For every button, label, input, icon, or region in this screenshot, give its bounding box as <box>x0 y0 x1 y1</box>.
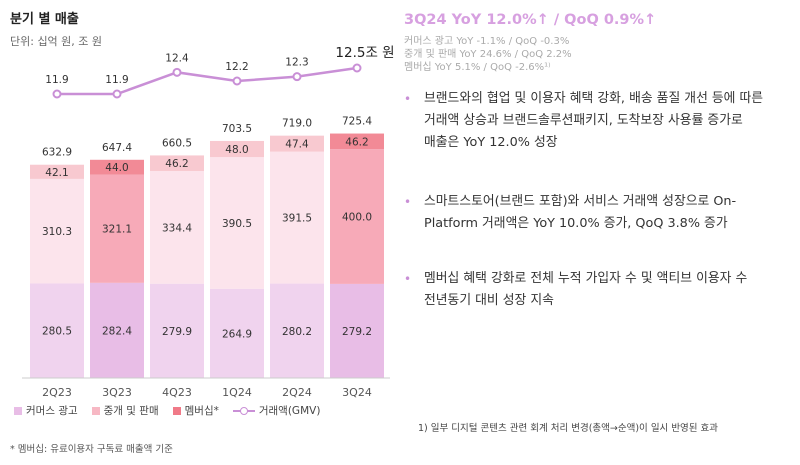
headline: 3Q24 YoY 12.0%↑ / QoQ 0.9%↑ <box>404 12 657 28</box>
unit-label: 단위: 십억 원, 조 원 <box>10 35 103 48</box>
x-tick-4Q23: 4Q23 <box>162 386 192 399</box>
bar-label-membership-4Q23: 46.2 <box>165 158 188 170</box>
chart-legend: 커머스 광고 중개 및 판매 멤버십* 거래액(GMV) <box>14 403 334 418</box>
sub-line-ad: 커머스 광고 YoY -1.1% / QoQ -0.3% <box>404 36 570 47</box>
legend-label-gmv: 거래액(GMV) <box>258 405 321 417</box>
total-label-2Q23: 632.9 <box>42 147 72 159</box>
bar-ad-1Q24 <box>210 288 264 378</box>
gmv-label-1Q24: 12.2 <box>225 61 248 73</box>
bar-brokerage-3Q24 <box>330 149 384 284</box>
bar-label-ad-2Q24: 280.2 <box>282 326 312 338</box>
bar-label-membership-3Q24: 46.2 <box>345 136 368 148</box>
bar-brokerage-3Q23 <box>90 174 144 283</box>
x-tick-1Q24: 1Q24 <box>222 386 252 399</box>
gmv-label-4Q23: 12.4 <box>165 52 189 64</box>
total-label-3Q23: 647.4 <box>102 142 132 154</box>
bar-label-membership-3Q23: 44.0 <box>105 162 128 174</box>
bullet-2-line-1: 스마트스토어(브랜드 포함)와 서비스 거래액 성장으로 On- <box>424 194 737 209</box>
gmv-label-2Q23: 11.9 <box>45 74 68 86</box>
total-label-3Q24: 725.4 <box>342 116 372 128</box>
bar-ad-3Q24 <box>330 283 384 378</box>
bullet-1-line-3: 매출은 YoY 12.0% 성장 <box>424 135 558 150</box>
bar-label-ad-1Q24: 264.9 <box>222 328 252 340</box>
x-tick-3Q24: 3Q24 <box>342 386 372 399</box>
bar-membership-1Q24 <box>210 140 264 158</box>
gmv-point-4Q23 <box>172 67 182 77</box>
legend-label-brokerage: 중개 및 판매 <box>103 405 159 417</box>
bullet-2: • 스마트스토어(브랜드 포함)와 서비스 거래액 성장으로 On- Platfo… <box>404 191 789 235</box>
legend-membership: 멤버십* <box>172 403 219 418</box>
gmv-point-2Q23 <box>52 89 62 99</box>
bullet-1-line-2: 거래액 상승과 브랜드솔루션패키지, 도착보장 사용률 증가로 <box>424 113 743 128</box>
total-label-1Q24: 703.5 <box>222 123 252 135</box>
gmv-line <box>57 66 358 96</box>
accounting-footnote: 1) 일부 디지털 콘텐츠 관련 회계 처리 변경(총액→순액)이 일시 반영된… <box>418 423 719 434</box>
bar-label-brokerage-3Q23: 321.1 <box>102 224 132 236</box>
legend-swatch-ad <box>14 406 22 415</box>
bar-ad-2Q23 <box>30 283 84 378</box>
bullet-dot: • <box>404 272 412 286</box>
gmv-label-2Q24: 12.3 <box>285 57 308 69</box>
bullet-dot: • <box>404 92 412 106</box>
bullet-3-line-1: 멤버십 혜택 강화로 전체 누적 가입자 수 및 액티브 이용자 수 <box>424 271 748 286</box>
bar-label-membership-2Q23: 42.1 <box>45 167 68 179</box>
bar-label-ad-4Q23: 279.9 <box>162 326 192 338</box>
total-label-2Q24: 719.0 <box>282 118 312 130</box>
bar-brokerage-1Q24 <box>210 157 264 289</box>
bar-label-membership-2Q24: 47.4 <box>285 139 309 151</box>
bullet-2-line-2: Platform 거래액은 YoY 10.0% 증가, QoQ 3.8% 증가 <box>424 216 728 231</box>
total-label-4Q23: 660.5 <box>162 137 192 149</box>
gmv-label-3Q23: 11.9 <box>105 74 128 86</box>
gmv-point-3Q24 <box>352 63 362 73</box>
revenue-chart: 280.5 310.3 42.1 632.9 2Q23 282.4 321.1 44.0 647… <box>22 45 395 399</box>
legend-line-icon <box>232 406 255 416</box>
bar-label-brokerage-2Q23: 310.3 <box>42 226 72 238</box>
gmv-point-3Q23 <box>112 89 122 99</box>
bar-brokerage-2Q24 <box>270 151 324 284</box>
gmv-label-3Q24: 12.5조 원 <box>335 45 394 61</box>
bar-label-ad-3Q23: 282.4 <box>102 325 132 337</box>
x-tick-2Q23: 2Q23 <box>42 386 72 399</box>
bullet-3: • 멤버십 혜택 강화로 전체 누적 가입자 수 및 액티브 이용자 수 전년동기… <box>404 268 789 312</box>
legend-swatch-membership <box>172 406 181 415</box>
legend-ad: 커머스 광고 <box>14 403 78 418</box>
bar-label-brokerage-3Q24: 400.0 <box>342 212 372 224</box>
bar-label-membership-1Q24: 48.0 <box>225 144 248 156</box>
legend-label-membership: 멤버십* <box>184 405 219 417</box>
bullet-3-line-2: 전년동기 대비 성장 지속 <box>424 293 554 308</box>
chart-title: 분기 별 매출 <box>10 12 79 27</box>
sub-line-brokerage: 중개 및 판매 YoY 24.6% / QoQ 2.2% <box>404 49 572 60</box>
bullet-1: • 브랜드와의 협업 및 이용자 혜택 강화, 배송 품질 개선 등에 따른 거래… <box>404 88 789 154</box>
bar-membership-3Q24 <box>330 133 384 150</box>
bar-membership-4Q23 <box>150 155 204 171</box>
legend-swatch-brokerage <box>91 406 100 415</box>
legend-label-ad: 커머스 광고 <box>26 405 78 417</box>
bullet-dot: • <box>404 195 412 209</box>
bar-label-brokerage-2Q24: 391.5 <box>282 213 312 225</box>
bar-ad-4Q23 <box>150 283 204 378</box>
legend-gmv: 거래액(GMV) <box>232 403 321 418</box>
bar-ad-2Q24 <box>270 283 324 378</box>
legend-brokerage: 중개 및 판매 <box>91 403 159 418</box>
bar-brokerage-2Q23 <box>30 178 84 284</box>
bar-ad-3Q23 <box>90 282 144 378</box>
bar-membership-2Q23 <box>30 164 84 179</box>
bar-membership-2Q24 <box>270 135 324 152</box>
gmv-point-2Q24 <box>292 72 302 82</box>
bar-label-brokerage-1Q24: 390.5 <box>222 218 252 230</box>
x-tick-2Q24: 2Q24 <box>282 386 312 399</box>
x-tick-3Q23: 3Q23 <box>102 386 132 399</box>
bar-label-ad-3Q24: 279.2 <box>342 326 372 338</box>
bar-brokerage-4Q23 <box>150 170 204 284</box>
bullet-1-line-1: 브랜드와의 협업 및 이용자 혜택 강화, 배송 품질 개선 등에 따른 <box>424 91 764 106</box>
gmv-point-1Q24 <box>232 76 242 86</box>
bar-label-brokerage-4Q23: 334.4 <box>162 222 192 234</box>
sub-line-membership: 멤버십 YoY 5.1% / QoQ -2.6%¹⁾ <box>404 62 551 73</box>
bar-label-ad-2Q23: 280.5 <box>42 326 72 338</box>
bar-membership-3Q23 <box>90 159 144 175</box>
membership-footnote: * 멤버십: 유료이용자 구독료 매출액 기준 <box>10 444 173 455</box>
